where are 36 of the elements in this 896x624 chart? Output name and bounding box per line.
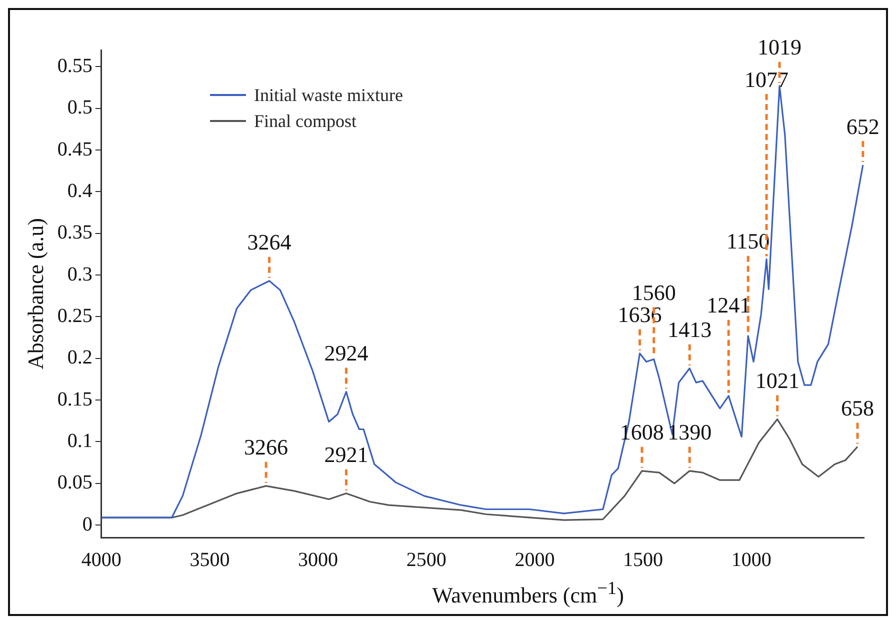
x-tick-label: 4000: [81, 548, 122, 571]
x-tick-label: 3000: [298, 548, 338, 571]
y-tick-label: 0.15: [57, 388, 92, 410]
y-tick-label: 0.4: [67, 180, 92, 202]
y-tick-label: 0.05: [57, 472, 92, 494]
y-tick-label: 0.35: [57, 222, 92, 244]
annotation: 2921: [324, 442, 368, 468]
y-tick-label: 0.1: [67, 430, 92, 452]
legend-label: Initial waste mixture: [254, 84, 403, 107]
annotation: 1019: [758, 34, 802, 60]
y-tick-label: 0.25: [57, 304, 92, 327]
legend-label: Final compost: [254, 110, 356, 133]
x-axis-title: Wavenumbers (cm$^{−1}$): [431, 578, 625, 608]
annotation: 2924: [324, 340, 368, 366]
annotation: 1021: [755, 368, 800, 394]
annotation: 1390: [668, 420, 712, 445]
y-axis-title: Absorbance (a.u): [22, 218, 48, 370]
y-tick-label: 0.3: [67, 263, 92, 286]
annotation: 3266: [244, 434, 288, 460]
x-tick-label: 2000: [514, 548, 555, 571]
y-tick-label: 0: [82, 513, 92, 536]
x-tick-label: 1000: [731, 548, 772, 571]
annotation: 1241: [706, 292, 751, 318]
annotation: 652: [846, 114, 880, 139]
x-tick-label: 3500: [190, 548, 230, 571]
annotation: 658: [841, 396, 874, 421]
y-tick-label: 0.2: [67, 346, 92, 369]
y-tick-label: 0.5: [67, 96, 92, 119]
annotation: 1413: [668, 317, 712, 342]
x-tick-label: 1500: [623, 548, 664, 571]
y-tick-label: 0.45: [57, 138, 92, 160]
annotation: 1077: [744, 66, 789, 92]
y-tick-label: 0.55: [57, 54, 92, 77]
annotation: 3264: [247, 230, 292, 255]
x-tick-label: 2500: [406, 548, 446, 571]
annotation: 1560: [632, 280, 676, 306]
